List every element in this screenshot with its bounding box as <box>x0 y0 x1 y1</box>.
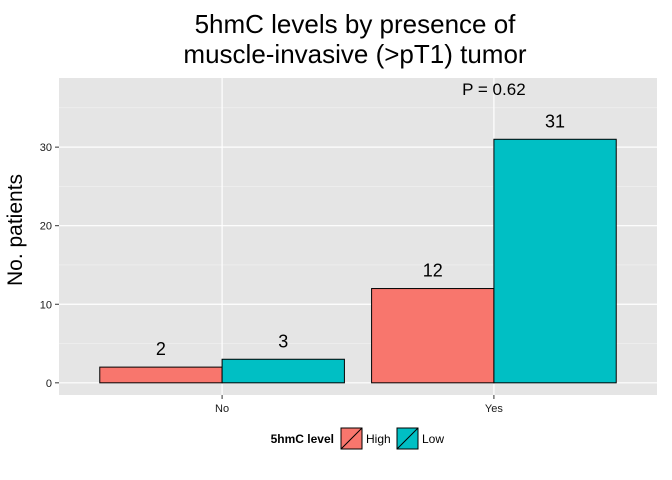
bar-high-yes <box>371 288 495 384</box>
bar-high-no <box>99 366 223 384</box>
bar-low-no <box>221 358 345 384</box>
legend: 5hmC level High Low <box>271 426 444 451</box>
x-tick-label: Yes <box>485 403 503 415</box>
bars <box>99 138 617 384</box>
data-label: 2 <box>156 339 166 359</box>
chart-title-line1: 5hmC levels by presence of <box>195 9 517 39</box>
y-tick-label: 30 <box>40 142 52 154</box>
bar-low-yes <box>493 138 617 384</box>
legend-key-slash <box>396 427 419 450</box>
legend-label-low: Low <box>422 432 444 446</box>
data-label: 3 <box>278 331 288 351</box>
data-labels: 2 12 3 31 <box>156 111 565 359</box>
y-tick-label: 20 <box>40 221 52 233</box>
y-tick-label: 0 <box>46 378 52 390</box>
p-value-annotation: P = 0.62 <box>462 80 526 99</box>
data-label: 12 <box>423 261 443 281</box>
y-axis-label: No. patients <box>4 174 27 286</box>
legend-key-slash <box>340 427 363 450</box>
legend-label-high: High <box>366 432 391 446</box>
chart-title-line2: muscle-invasive (>pT1) tumor <box>183 39 526 69</box>
x-axis: No Yes <box>215 395 503 415</box>
x-tick-label: No <box>215 403 229 415</box>
y-tick-label: 10 <box>40 299 52 311</box>
legend-title: 5hmC level <box>271 432 334 446</box>
y-axis: 0 10 20 30 <box>40 142 59 390</box>
data-label: 31 <box>545 111 565 131</box>
